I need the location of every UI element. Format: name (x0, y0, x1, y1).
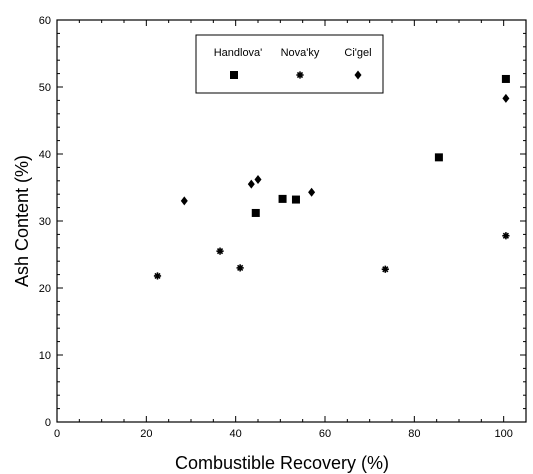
y-tick-label: 20 (39, 283, 51, 295)
data-point-asterisk (153, 272, 162, 280)
data-point-diamond (502, 93, 510, 103)
y-tick-label: 10 (39, 350, 51, 362)
data-point-diamond (180, 196, 188, 206)
axis-ticks (56, 19, 527, 423)
x-tick-label: 60 (319, 428, 331, 440)
data-point-asterisk (502, 232, 510, 240)
data-point-square (291, 195, 300, 204)
legend-box (195, 34, 384, 94)
data-points (153, 74, 510, 280)
x-tick-label: 20 (140, 428, 152, 440)
legend: Handlova' Nova'ky Ci'gel (195, 34, 384, 94)
y-tick-label: 30 (39, 216, 51, 228)
data-point-asterisk (216, 247, 224, 255)
x-axis-title: Combustible Recovery (%) (175, 453, 389, 473)
axis-tick-labels: 0 20 40 60 80 100 0 10 20 30 40 50 60 (39, 15, 513, 440)
data-point-diamond (308, 187, 316, 197)
x-tick-label: 40 (230, 428, 242, 440)
data-point-diamond (254, 174, 262, 184)
data-point-diamond (247, 179, 255, 189)
data-point-square (278, 194, 287, 203)
y-axis-title: Ash Content (%) (12, 155, 32, 287)
data-point-square (434, 153, 443, 162)
data-point-square (251, 208, 260, 217)
data-point-asterisk (381, 265, 389, 273)
y-tick-label: 60 (39, 15, 51, 27)
data-point-square (501, 74, 510, 83)
y-tick-label: 0 (45, 417, 51, 429)
legend-label: Ci'gel (344, 47, 371, 59)
legend-label: Handlova' (214, 47, 263, 59)
y-tick-label: 50 (39, 82, 51, 94)
data-point-asterisk (236, 264, 244, 272)
x-tick-label: 0 (54, 428, 60, 440)
legend-marker (296, 71, 304, 79)
legend-marker (354, 70, 362, 80)
legend-label: Nova'ky (281, 47, 320, 59)
y-tick-label: 40 (39, 149, 51, 161)
x-tick-label: 80 (408, 428, 420, 440)
legend-marker (230, 71, 238, 79)
x-tick-label: 100 (494, 428, 512, 440)
